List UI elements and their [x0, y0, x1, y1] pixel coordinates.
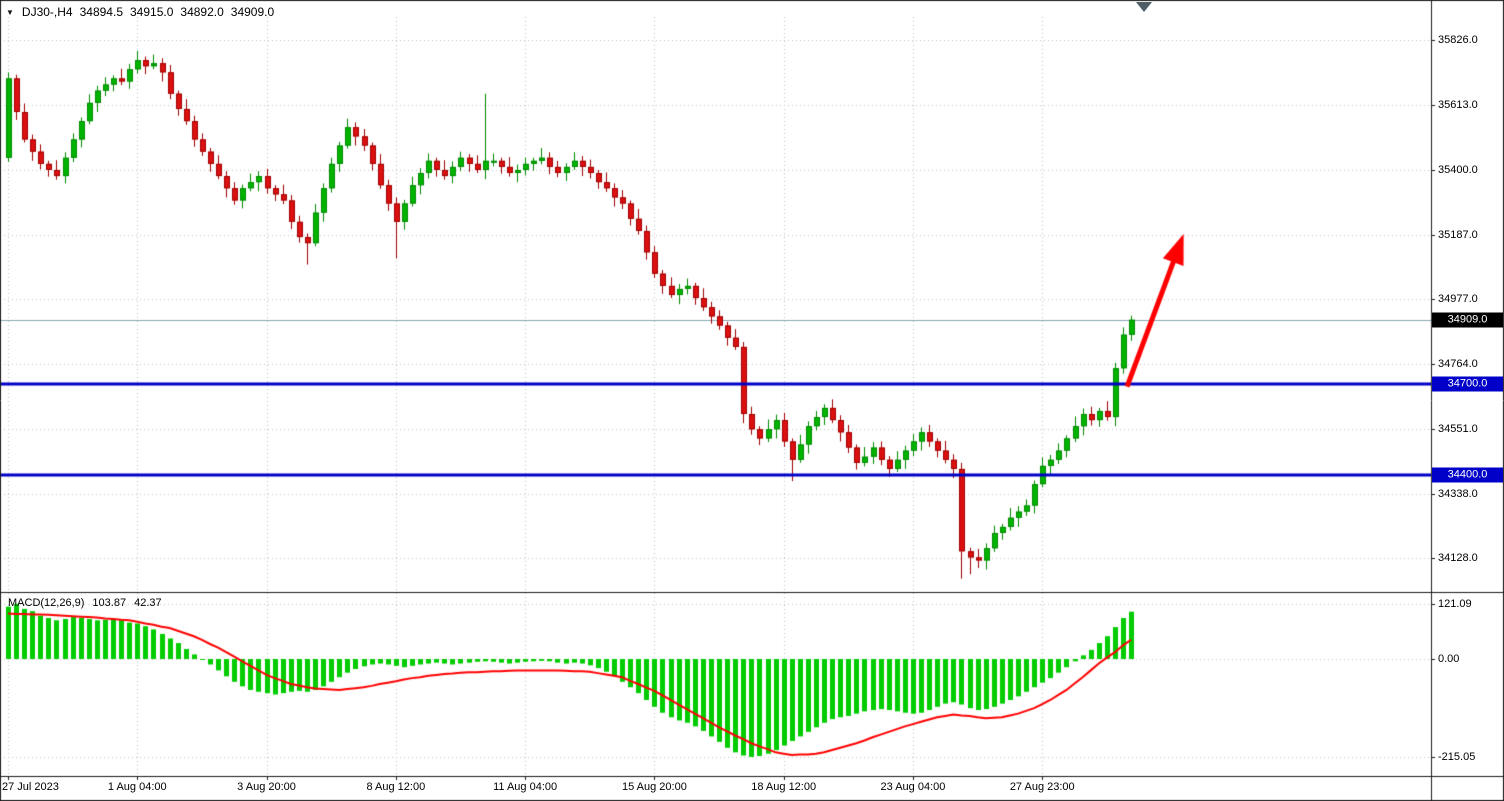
time-axis-label: 23 Aug 04:00 [880, 781, 946, 793]
price-axis-label: 35400.0 [1438, 163, 1478, 176]
ohlc-close: 34909.0 [230, 5, 275, 19]
ohlc-high: 34915.0 [130, 5, 174, 19]
price-axis-label: 35613.0 [1438, 98, 1478, 111]
time-axis-label: 27 Aug 23:00 [1009, 781, 1075, 793]
macd-signal-value: 42.37 [134, 597, 162, 609]
time-axis-label: 3 Aug 20:00 [237, 781, 296, 793]
macd-axis-label: -215.05 [1438, 750, 1476, 763]
chart-shift-marker-icon[interactable] [1136, 2, 1152, 12]
macd-axis-label: 0.00 [1438, 653, 1460, 665]
time-axis-label: 1 Aug 04:00 [107, 781, 167, 793]
macd-value: 103.87 [92, 597, 127, 609]
price-axis-label: 34977.0 [1438, 293, 1478, 305]
ohlc-open: 34894.5 [79, 5, 123, 19]
macd-axis-label: 121.09 [1438, 597, 1472, 610]
price-axis-label: 34128.0 [1438, 552, 1478, 564]
current-price-badge: 34909.0 [1432, 312, 1503, 328]
chart-title: ▼ DJ30-,H4 34894.5 34915.0 34892.0 34909… [6, 5, 274, 19]
price-axis-label: 35187.0 [1438, 228, 1478, 241]
price-axis-label: 34338.0 [1438, 487, 1478, 500]
price-axis-label: 34764.0 [1438, 357, 1478, 370]
level-price-badge: 34700.0 [1432, 376, 1503, 391]
ohlc-low: 34892.0 [180, 5, 224, 19]
time-axis-label: 18 Aug 12:00 [751, 781, 817, 793]
time-axis-label: 8 Aug 12:00 [366, 781, 426, 793]
symbol-timeframe-label: DJ30-,H4 [21, 5, 73, 19]
price-axis-label: 34551.0 [1438, 422, 1478, 435]
time-axis-label: 15 Aug 20:00 [621, 781, 687, 793]
macd-name: MACD(12,26,9) [8, 597, 85, 609]
time-axis-label: 27 Jul 2023 [2, 781, 59, 793]
level-price-badge: 34400.0 [1432, 467, 1503, 483]
price-axis-label: 35826.0 [1438, 34, 1478, 46]
symbol-dropdown-icon[interactable]: ▼ [6, 7, 14, 17]
macd-indicator-label: MACD(12,26,9) 103.87 42.37 [8, 597, 162, 609]
time-axis-label: 11 Aug 04:00 [493, 781, 558, 793]
